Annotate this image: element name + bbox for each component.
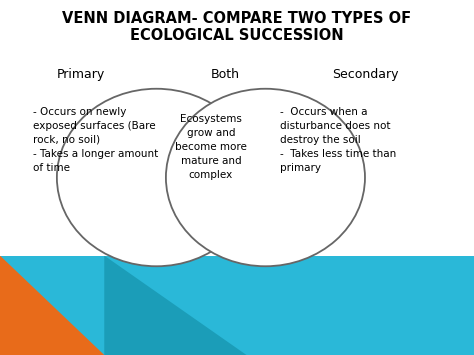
Ellipse shape	[57, 89, 256, 266]
Polygon shape	[104, 256, 246, 355]
Polygon shape	[0, 256, 104, 355]
Text: - Occurs on newly
exposed surfaces (Bare
rock, no soil)
- Takes a longer amount
: - Occurs on newly exposed surfaces (Bare…	[33, 106, 158, 173]
Polygon shape	[0, 256, 474, 355]
Text: Primary: Primary	[57, 68, 105, 81]
Text: Ecosystems
grow and
become more
mature and
complex: Ecosystems grow and become more mature a…	[175, 114, 247, 180]
Polygon shape	[0, 0, 474, 256]
Text: -  Occurs when a
disturbance does not
destroy the soil
-  Takes less time than
p: - Occurs when a disturbance does not des…	[280, 106, 396, 173]
Text: Secondary: Secondary	[332, 68, 398, 81]
Ellipse shape	[166, 89, 365, 266]
Text: VENN DIAGRAM- COMPARE TWO TYPES OF
ECOLOGICAL SUCCESSION: VENN DIAGRAM- COMPARE TWO TYPES OF ECOLO…	[63, 11, 411, 43]
Text: Both: Both	[211, 68, 240, 81]
